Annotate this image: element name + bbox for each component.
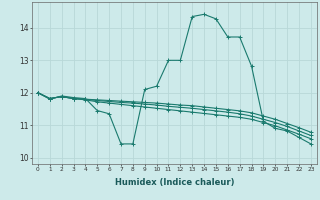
X-axis label: Humidex (Indice chaleur): Humidex (Indice chaleur): [115, 178, 234, 187]
